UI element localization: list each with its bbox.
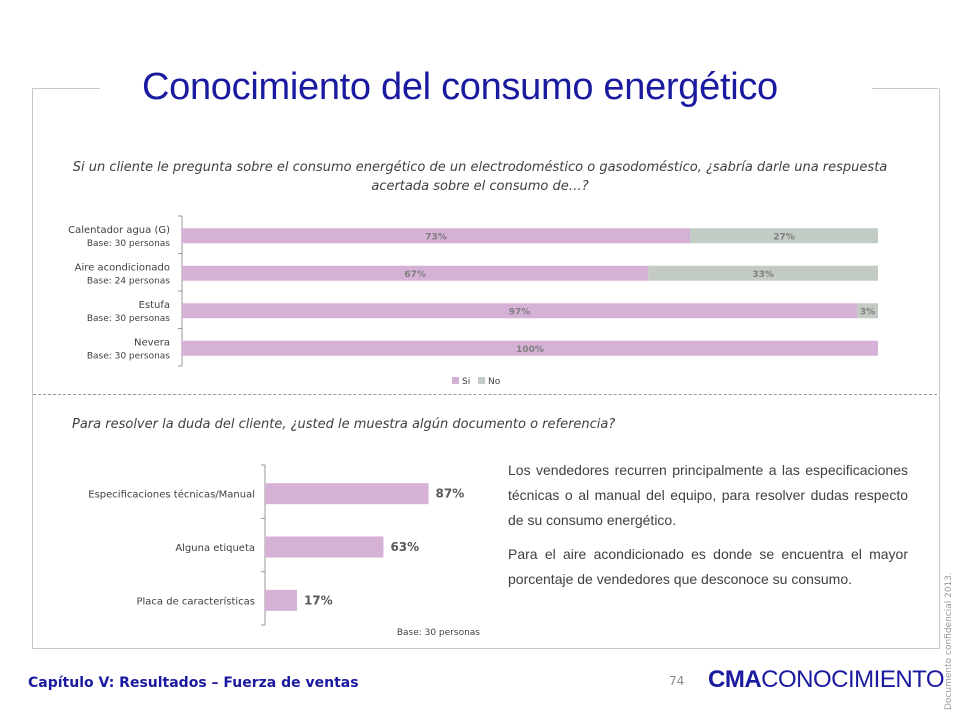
summary-paragraph-1: Los vendedores recurren principalmente a… xyxy=(508,462,908,528)
chart1-data-label: 33% xyxy=(752,270,774,280)
company-logo: CMACONOCIMIENTO xyxy=(708,666,945,694)
chart2-category-label: Especificaciones técnicas/Manual xyxy=(88,489,255,501)
chart1-base-label: Base: 30 personas xyxy=(87,314,170,324)
chart1-category-label: Nevera xyxy=(134,337,170,348)
chart1-data-label: 27% xyxy=(773,232,795,242)
page-number: 74 xyxy=(669,674,685,688)
chart1-bar-no-2 xyxy=(857,303,878,319)
chart2-category-label: Placa de características xyxy=(137,595,256,607)
chart1-legend-swatch-no xyxy=(478,377,485,384)
summary-paragraph-2: Para el aire acondicionado es donde se e… xyxy=(508,546,908,587)
logo-cma: CMA xyxy=(708,666,762,693)
chapter-footer: Capítulo V: Resultados – Fuerza de venta… xyxy=(28,675,359,691)
summary-text: Los vendedores recurren principalmente a… xyxy=(508,458,908,601)
chart1-base-label: Base: 30 personas xyxy=(87,239,170,249)
chart2-data-label: 63% xyxy=(390,540,419,554)
chart1-base-label: Base: 24 personas xyxy=(87,276,170,286)
chart1-data-label: 67% xyxy=(404,270,426,280)
content-frame xyxy=(32,88,940,649)
chart2-bar-0 xyxy=(265,483,429,505)
chart1-bar-si-2 xyxy=(182,303,858,319)
logo-conocimiento: CONOCIMIENTO xyxy=(761,666,945,693)
question-1: Si un cliente le pregunta sobre el consu… xyxy=(72,160,888,194)
chart1-category-label: Aire acondicionado xyxy=(75,262,170,273)
chart1-category-label: Calentador agua (G) xyxy=(68,225,170,236)
confidential-text: Documento confidencial 2013. xyxy=(944,572,954,710)
chart2-data-label: 17% xyxy=(304,593,333,607)
chart1-category-label: Estufa xyxy=(139,300,170,311)
chart1-legend-swatch-si xyxy=(452,377,459,384)
chart1-legend-label-no: No xyxy=(488,377,501,387)
chart-stacked-knowledge: 73% 27% Calentador agua (G) Base: 30 person… xyxy=(68,215,878,387)
chart2-data-label: 87% xyxy=(436,487,465,501)
chart1-data-label: 97% xyxy=(509,307,531,317)
chart2-bar-1 xyxy=(265,536,384,558)
chart1-data-label: 100% xyxy=(516,345,544,355)
frame-top-right-rule xyxy=(872,88,938,89)
question-2: Para resolver la duda del cliente, ¿uste… xyxy=(72,417,616,432)
chart1-data-label: 73% xyxy=(425,232,447,242)
chart1-bar-si-3 xyxy=(182,340,878,356)
chart1-bar-si-1 xyxy=(182,265,649,281)
chart1-bar-no-0 xyxy=(690,228,878,244)
chart1-data-label: 3% xyxy=(860,307,875,317)
section-divider xyxy=(33,394,937,395)
chart2-bar-2 xyxy=(265,589,297,611)
chart1-base-label: Base: 30 personas xyxy=(87,351,170,361)
confidential-note: Documento confidencial 2013. xyxy=(944,560,954,710)
chart2-category-label: Alguna etiqueta xyxy=(175,543,255,554)
page-title: Conocimiento del consumo energético xyxy=(142,66,778,108)
chart1-bar-no-1 xyxy=(648,265,878,281)
chart1-bar-si-0 xyxy=(182,228,691,244)
chart1-legend-label-si: Si xyxy=(462,377,470,387)
chart2-base-note: Base: 30 personas xyxy=(397,628,480,638)
frame-top-left-rule xyxy=(32,88,100,89)
